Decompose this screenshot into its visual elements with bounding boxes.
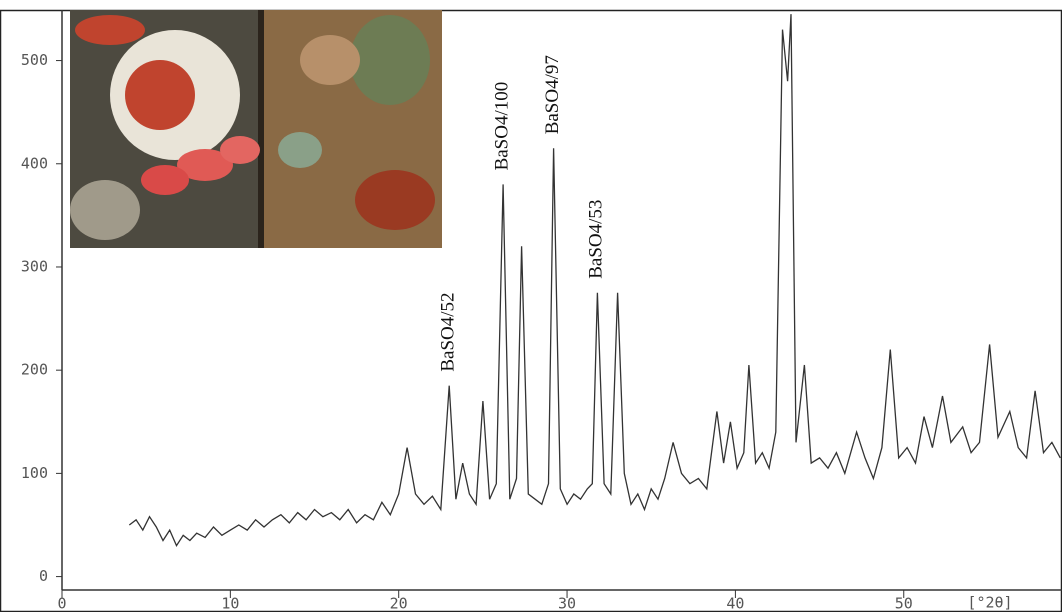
peak-annotation: BaSO4/52	[438, 292, 459, 371]
inset-photo	[70, 10, 442, 248]
y-tick-label: 100	[21, 464, 48, 482]
y-tick-label: 300	[21, 257, 48, 275]
peak-annotation: BaSO4/100	[491, 82, 512, 171]
y-tick-label: 400	[21, 154, 48, 172]
page: {"chart_data": {"type": "line", "x_label…	[0, 0, 1062, 612]
x-axis-label: [°2θ]	[967, 594, 1012, 612]
y-tick-label: 0	[39, 567, 48, 585]
y-tick-label: 500	[21, 51, 48, 69]
x-tick-label: 0	[57, 595, 66, 612]
x-tick-label: 50	[895, 595, 913, 612]
x-tick-label: 10	[221, 595, 239, 612]
chart: [°2θ] 0 100 200 300 400 500 0 10 20 30 40 50 BaSO4/5…	[0, 0, 1062, 612]
x-tick-label: 40	[726, 595, 744, 612]
x-tick-label: 30	[558, 595, 576, 612]
peak-annotation: BaSO4/53	[586, 200, 607, 279]
x-tick-label: 20	[390, 595, 408, 612]
peak-annotation: BaSO4/97	[542, 55, 563, 134]
y-tick-label: 200	[21, 361, 48, 379]
